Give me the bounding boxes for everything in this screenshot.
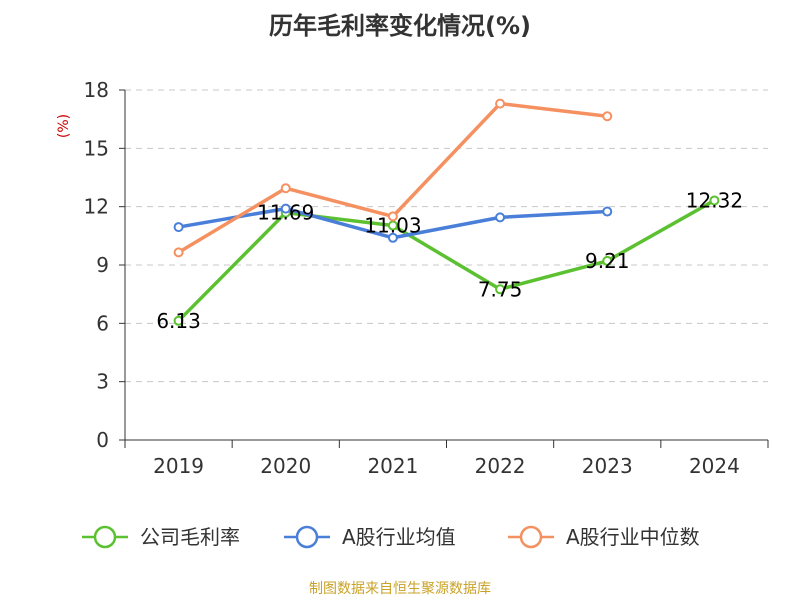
x-tick-label: 2021 [367, 454, 418, 478]
legend-label: 公司毛利率 [140, 525, 240, 549]
legend-swatch-marker [519, 525, 543, 549]
source-note: 制图数据来自恒生聚源数据库 [309, 581, 491, 597]
data-label: 6.13 [156, 309, 201, 333]
legend-swatch-marker [295, 525, 319, 549]
series-line [177, 198, 716, 323]
data-label: 11.69 [257, 201, 314, 225]
y-tick-label: 6 [96, 311, 109, 335]
data-point [173, 222, 184, 233]
x-tick-label: 2020 [260, 454, 311, 478]
data-point [387, 220, 398, 231]
legend-label: A股行业均值 [342, 525, 456, 549]
data-label: 7.75 [478, 277, 523, 301]
data-point [173, 247, 184, 258]
data-label: 12.32 [686, 188, 743, 212]
data-point [495, 212, 506, 223]
data-point [280, 183, 291, 194]
data-point [602, 255, 613, 266]
data-point [495, 98, 506, 109]
y-axis-label: (%) [56, 114, 72, 138]
data-label: 11.03 [364, 214, 421, 238]
x-tick-label: 2023 [582, 454, 633, 478]
data-point [602, 111, 613, 122]
x-tick-label: 2022 [475, 454, 526, 478]
y-tick-label: 12 [84, 195, 109, 219]
y-tick-label: 15 [84, 136, 109, 160]
x-tick-label: 2019 [153, 454, 204, 478]
chart-title: 历年毛利率变化情况(%) [269, 12, 531, 40]
data-label: 9.21 [585, 249, 630, 273]
data-point [495, 284, 506, 295]
data-point [280, 203, 291, 214]
y-tick-label: 18 [84, 78, 109, 102]
data-point [709, 195, 720, 206]
data-point [387, 232, 398, 243]
y-tick-label: 9 [96, 253, 109, 277]
y-tick-label: 0 [96, 428, 109, 452]
data-point [173, 315, 184, 326]
x-tick-label: 2024 [689, 454, 740, 478]
data-point [602, 206, 613, 217]
y-tick-label: 3 [96, 370, 109, 394]
data-point [387, 211, 398, 222]
legend-swatch-marker [93, 525, 117, 549]
legend-label: A股行业中位数 [566, 525, 700, 549]
